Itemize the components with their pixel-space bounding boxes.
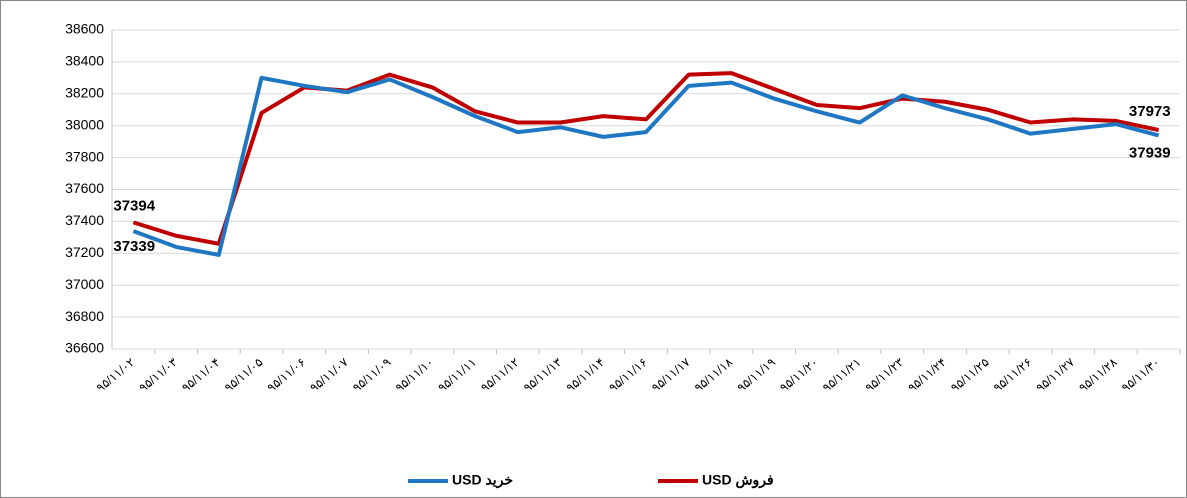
y-tick-label: 37800: [65, 148, 104, 164]
data-label: 37939: [1129, 144, 1171, 161]
y-tick-label: 37600: [65, 180, 104, 196]
y-tick-label: 37200: [65, 244, 104, 260]
legend-label: فروش USD: [702, 472, 774, 489]
y-tick-label: 36800: [65, 308, 104, 324]
y-tick-label: 38400: [65, 53, 104, 69]
y-tick-label: 38600: [65, 21, 104, 37]
data-label: 37339: [113, 238, 155, 255]
y-tick-label: 37000: [65, 276, 104, 292]
legend-label: خرید USD: [452, 472, 513, 489]
y-tick-label: 38200: [65, 85, 104, 101]
series-line: [132, 75, 1160, 257]
y-tick-label: 36600: [65, 340, 104, 356]
y-tick-label: 37400: [65, 212, 104, 228]
data-label: 37394: [113, 197, 155, 214]
y-tick-label: 38000: [65, 116, 104, 132]
data-label: 37973: [1129, 103, 1171, 120]
